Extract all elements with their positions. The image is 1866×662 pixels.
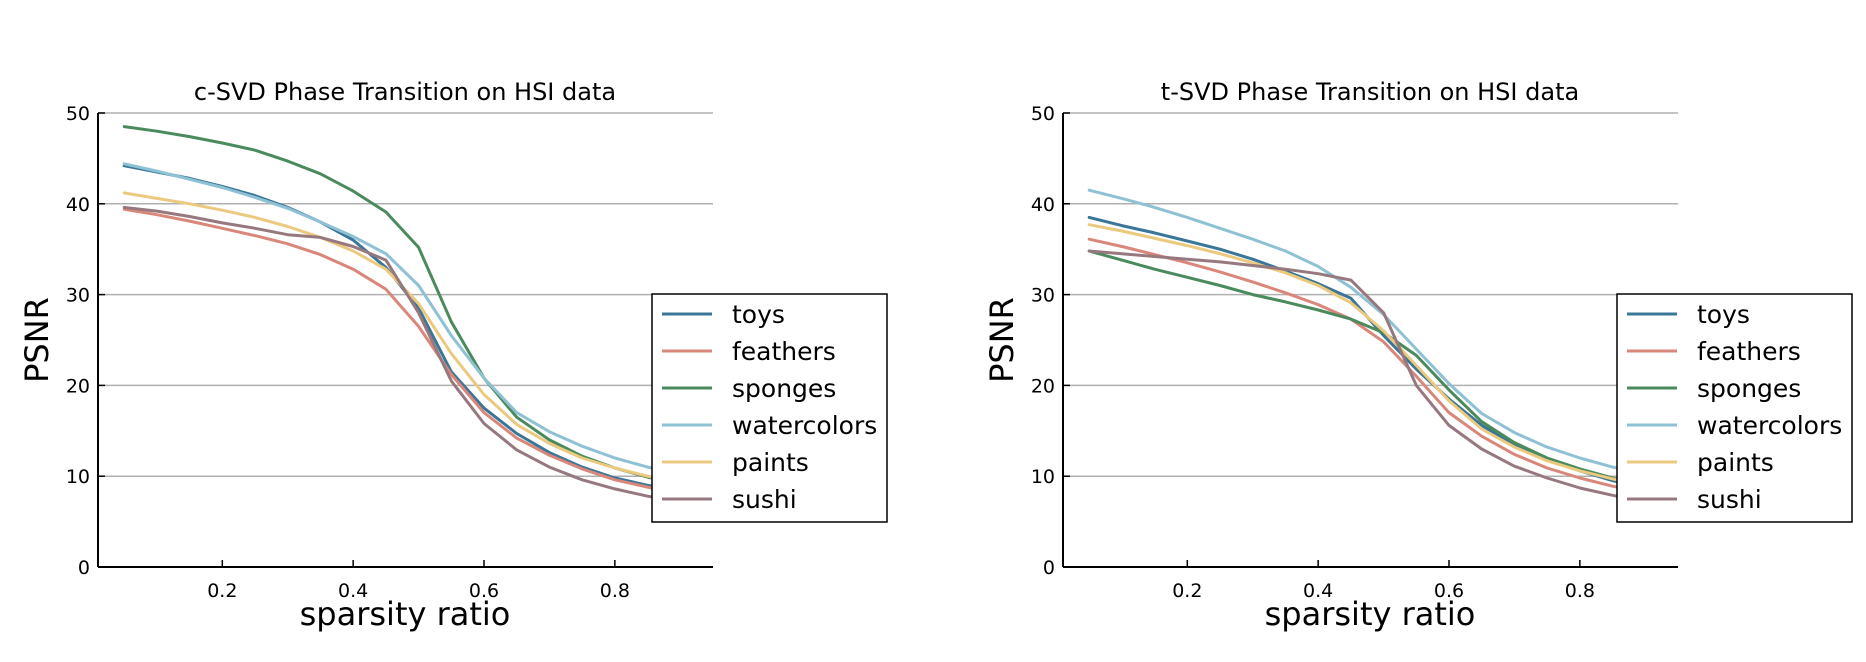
legend-label-feathers: feathers [732, 337, 836, 366]
y-tick-label: 10 [1031, 466, 1055, 488]
x-tick-label: 0.2 [1172, 580, 1202, 602]
series-line-sushi [1087, 249, 1647, 504]
legend-label-sponges: sponges [1697, 374, 1801, 403]
x-tick-label: 0.8 [1565, 580, 1595, 602]
legend-box [1616, 293, 1853, 523]
grid-lines [1063, 112, 1678, 477]
legend-label-feathers: feathers [1697, 337, 1801, 366]
chart-t-svd: t-SVD Phase Transition on HSI data spars… [983, 78, 1853, 633]
legend-label-toys: toys [732, 300, 785, 329]
legend-label-paints: paints [1697, 448, 1774, 477]
y-axis-label: PSNR [18, 297, 56, 383]
legend-label-toys: toys [1697, 300, 1750, 329]
grid-lines [98, 112, 713, 477]
y-tick-label: 50 [1031, 103, 1055, 125]
legend-label-sponges: sponges [732, 374, 836, 403]
x-tick-label: 0.2 [207, 580, 237, 602]
legend: toys feathers sponges watercolors paints sush… [1616, 293, 1853, 523]
x-tick-label: 0.4 [1303, 580, 1333, 602]
series-line-toys [122, 164, 682, 493]
ticks: 0 10 20 30 40 50 0.2 0.4 0.6 0.8 [1031, 103, 1595, 602]
chart-title: t-SVD Phase Transition on HSI data [1161, 78, 1579, 106]
y-tick-label: 20 [1031, 375, 1055, 397]
legend: toys feathers sponges watercolors paints sush… [651, 293, 888, 523]
series-lines [1087, 188, 1647, 504]
y-tick-label: 20 [66, 375, 90, 397]
x-axis-label: sparsity ratio [1265, 595, 1476, 633]
series-line-paints [1087, 223, 1647, 487]
axes [97, 113, 713, 568]
legend-label-watercolors: watercolors [1697, 411, 1842, 440]
y-tick-label: 30 [1031, 285, 1055, 307]
series-line-sponges [1087, 249, 1647, 487]
y-tick-label: 50 [66, 103, 90, 125]
x-tick-label: 0.8 [600, 580, 630, 602]
legend-label-watercolors: watercolors [732, 411, 877, 440]
y-tick-label: 10 [66, 466, 90, 488]
series-line-watercolors [1087, 188, 1647, 475]
x-axis-label: sparsity ratio [300, 595, 511, 633]
x-tick-label: 0.6 [469, 580, 499, 602]
y-tick-label: 40 [66, 194, 90, 216]
ticks: 0 10 20 30 40 50 0.2 0.4 0.6 0.8 [66, 103, 630, 602]
legend-box [651, 293, 888, 523]
x-tick-label: 0.6 [1434, 580, 1464, 602]
series-line-sushi [122, 205, 682, 504]
chart-title: c-SVD Phase Transition on HSI data [194, 78, 616, 106]
series-line-paints [122, 191, 682, 485]
series-line-sponges [122, 125, 682, 485]
axes [1062, 113, 1678, 568]
series-line-watercolors [122, 162, 682, 475]
y-tick-label: 0 [78, 557, 90, 579]
series-line-feathers [122, 207, 682, 495]
chart-c-svd: c-SVD Phase Transition on HSI data spars… [18, 78, 888, 633]
y-axis-label: PSNR [983, 297, 1021, 383]
y-tick-label: 0 [1043, 557, 1055, 579]
legend-label-sushi: sushi [1697, 485, 1762, 514]
series-line-feathers [1087, 237, 1647, 494]
series-lines [122, 125, 682, 504]
legend-label-paints: paints [732, 448, 809, 477]
y-tick-label: 40 [1031, 194, 1055, 216]
y-tick-label: 30 [66, 285, 90, 307]
x-tick-label: 0.4 [338, 580, 368, 602]
legend-label-sushi: sushi [732, 485, 797, 514]
